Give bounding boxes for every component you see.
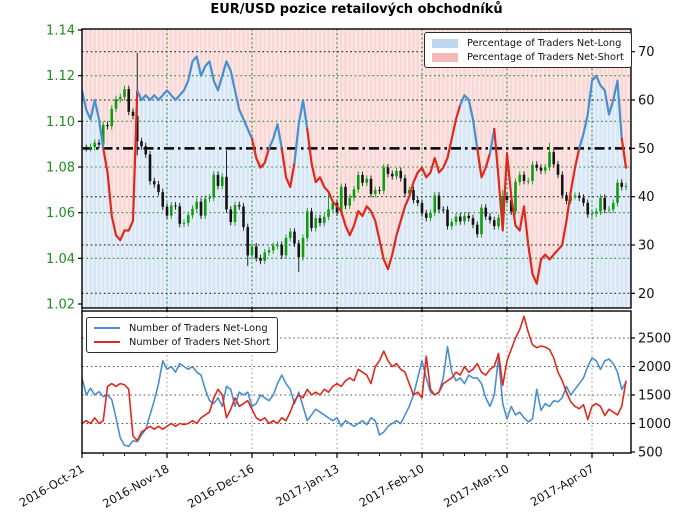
pct-net-long-swatch <box>432 38 458 48</box>
legend-item-pct-net-short: Percentage of Traders Net-Short <box>432 50 624 64</box>
price-tick-label: 1.04 <box>46 252 75 267</box>
net-short-area <box>82 29 631 284</box>
pct-tick-label: 30 <box>638 238 655 253</box>
count-tick-label: 1000 <box>638 417 671 432</box>
num-net-long-label: Number of Traders Net-Long <box>129 322 268 334</box>
pct-tick-label: 70 <box>638 45 655 60</box>
price-tick-label: 1.06 <box>46 206 75 221</box>
top-legend[interactable]: Percentage of Traders Net-Long Percentag… <box>424 32 632 68</box>
x-tick-label: 2016-Dec-16 <box>185 461 256 510</box>
pct-tick-label: 50 <box>638 142 655 157</box>
count-tick-label: 500 <box>638 446 663 461</box>
bottom-panel-plot-area <box>82 311 631 453</box>
price-tick-label: 1.12 <box>46 69 75 84</box>
x-tick-label: 2017-Apr-07 <box>528 461 597 509</box>
num-net-long-line <box>82 345 627 448</box>
bottom-panel-gridlines <box>82 311 631 453</box>
price-tick-label: 1.08 <box>46 160 75 175</box>
legend-item-pct-net-long: Percentage of Traders Net-Long <box>432 36 624 50</box>
pct-tick-label: 60 <box>638 94 655 109</box>
num-net-short-label: Number of Traders Net-Short <box>129 336 271 348</box>
pct-net-long-line <box>82 55 628 285</box>
x-tick-label: 2017-Mar-10 <box>441 461 511 510</box>
bottom-panel-border <box>81 310 632 454</box>
pct-tick-label: 20 <box>638 287 655 302</box>
num-net-short-swatch <box>94 341 120 343</box>
pct-net-long-label: Percentage of Traders Net-Long <box>467 37 622 49</box>
top-panel-plot-area <box>82 29 631 308</box>
price-tick-label: 1.10 <box>46 115 75 130</box>
legend-item-num-net-short: Number of Traders Net-Short <box>94 335 270 349</box>
x-tick-label: 2016-Nov-18 <box>100 461 171 510</box>
x-tick-label: 2016-Oct-21 <box>17 461 87 509</box>
price-tick-label: 1.14 <box>46 24 75 39</box>
count-tick-label: 2000 <box>638 360 671 375</box>
pct-net-short-swatch <box>432 52 458 62</box>
x-tick-label: 2017-Feb-10 <box>357 461 427 509</box>
count-tick-label: 2500 <box>638 332 671 347</box>
pct-tick-label: 40 <box>638 190 655 205</box>
price-tick-label: 1.02 <box>46 297 75 312</box>
num-net-short-line <box>82 315 627 442</box>
x-tick-label: 2017-Jan-13 <box>273 461 341 508</box>
chart-title: EUR/USD pozice retailových obchodníků <box>210 2 503 17</box>
num-net-long-swatch <box>94 327 120 329</box>
legend-item-num-net-long: Number of Traders Net-Long <box>94 321 270 335</box>
pct-net-short-label: Percentage of Traders Net-Short <box>467 51 624 63</box>
bottom-legend[interactable]: Number of Traders Net-Long Number of Tra… <box>86 317 279 353</box>
top-panel-border <box>81 28 632 309</box>
count-tick-label: 1500 <box>638 389 671 404</box>
